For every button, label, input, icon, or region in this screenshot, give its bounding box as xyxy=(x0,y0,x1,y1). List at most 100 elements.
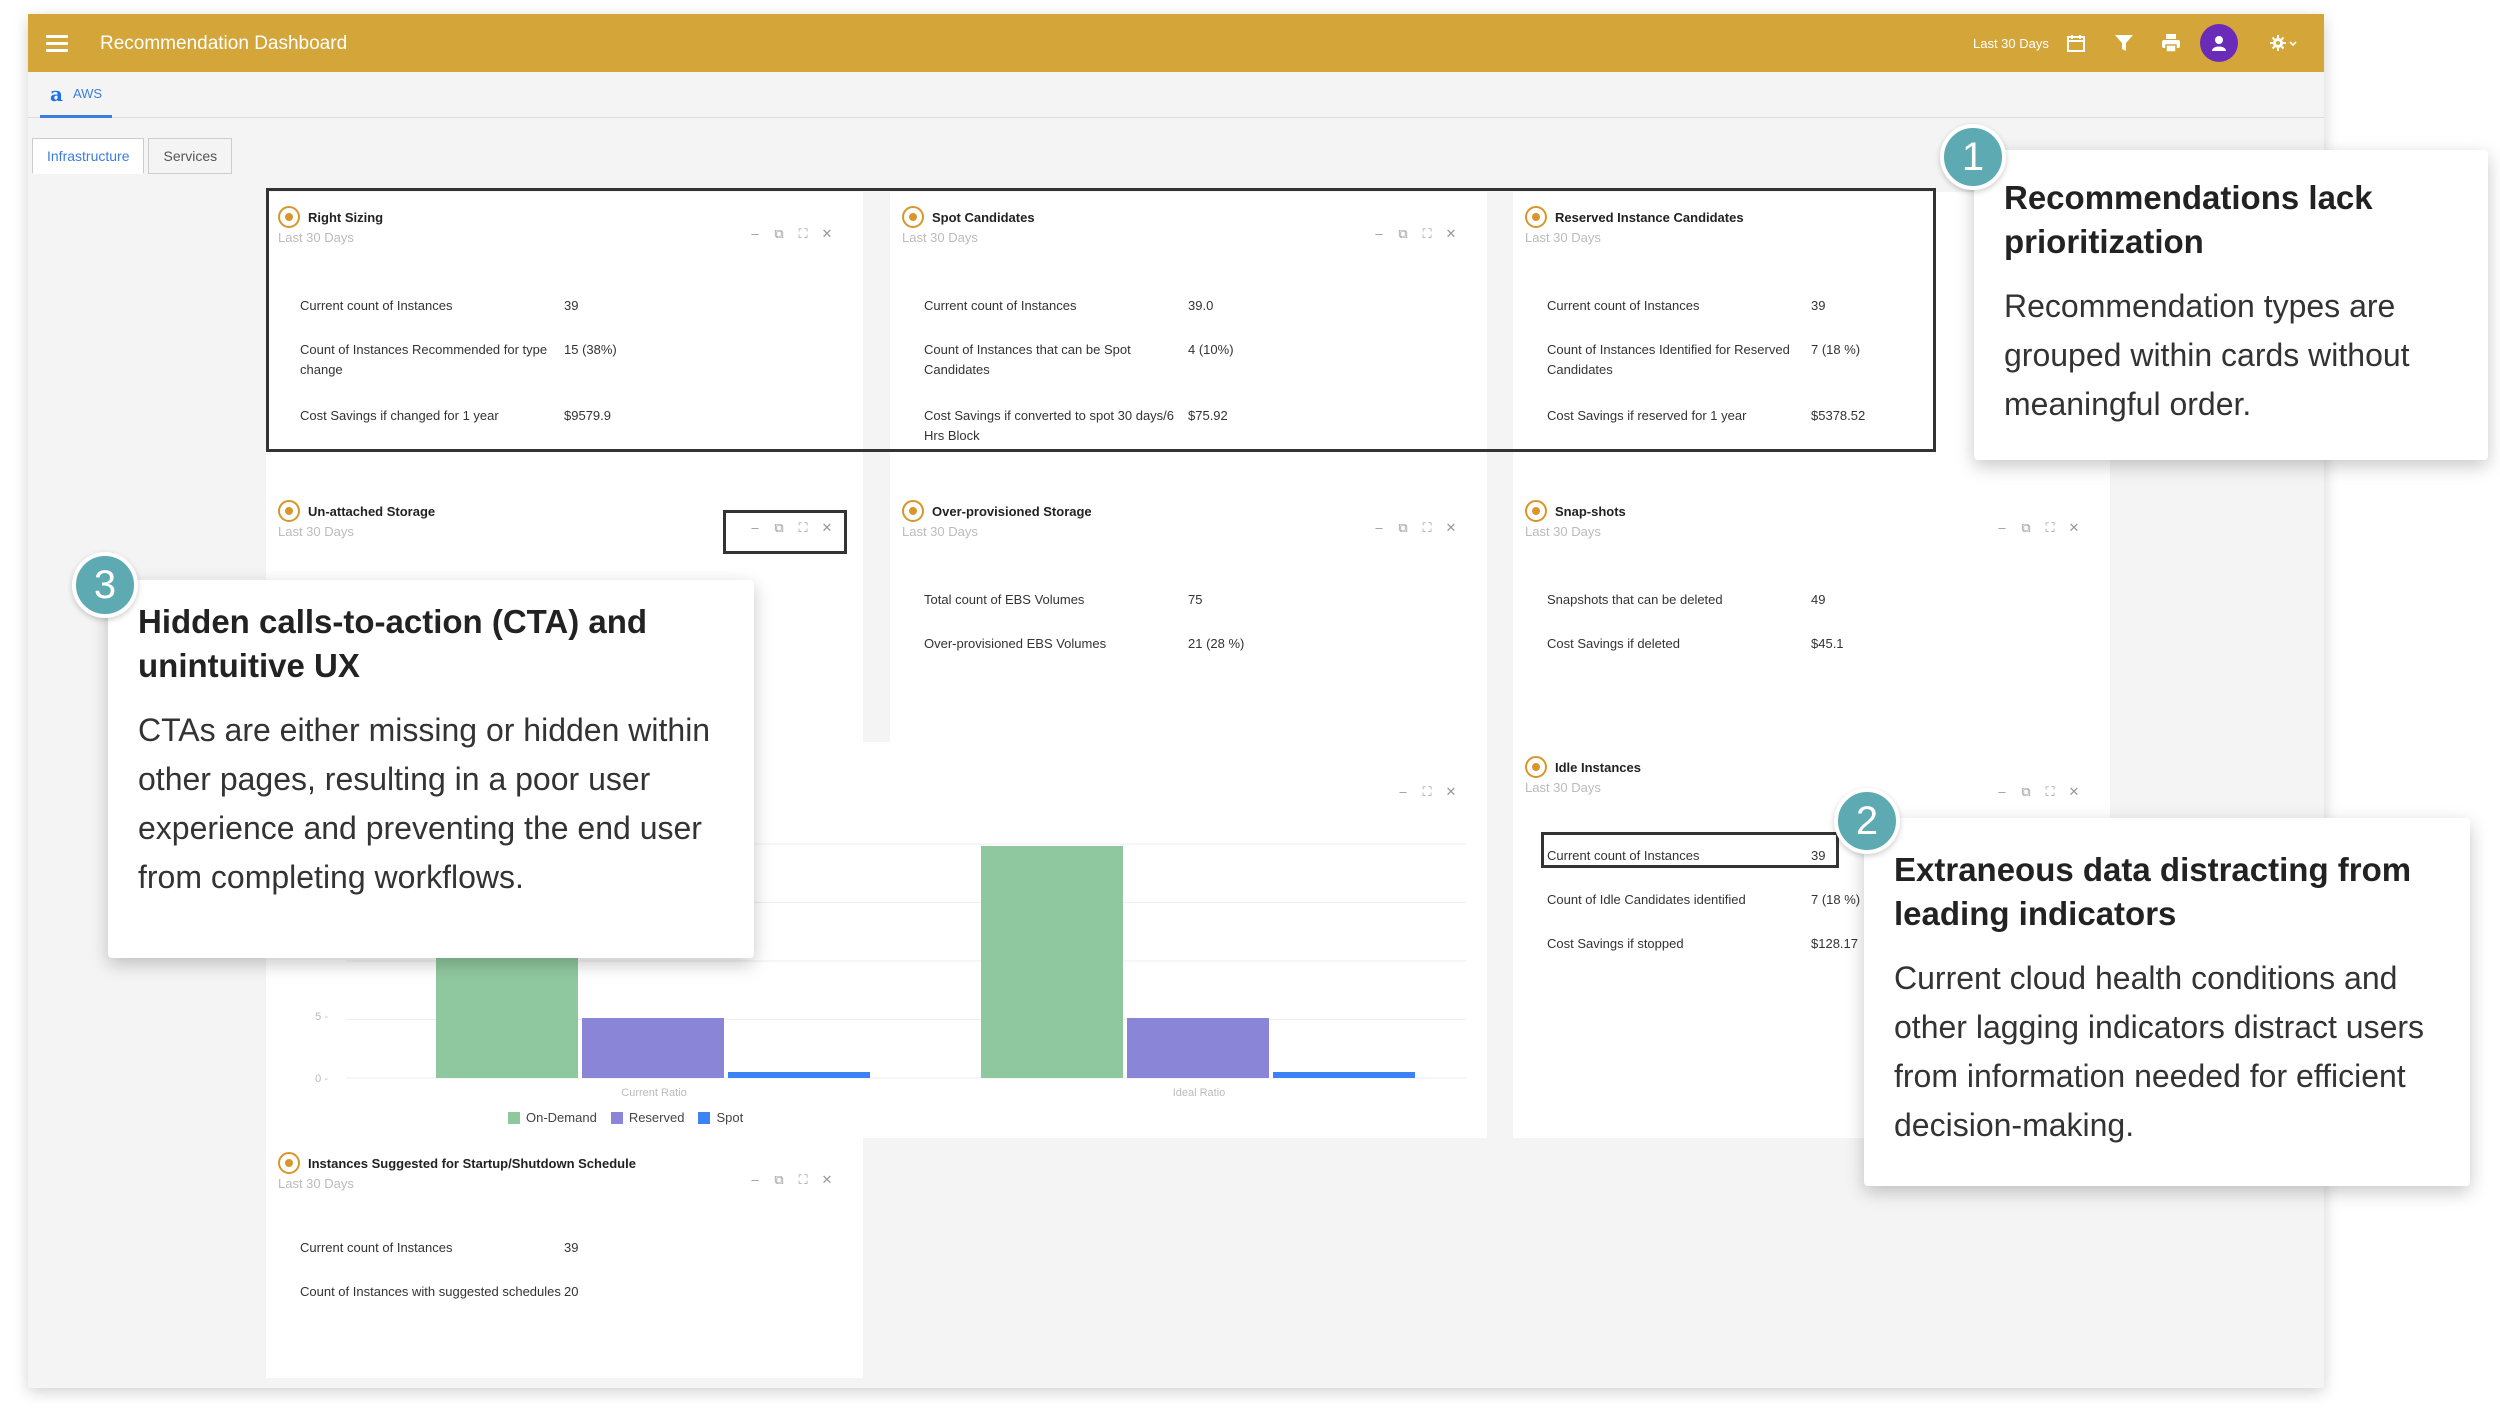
metric-row: Cost Savings if converted to spot 30 day… xyxy=(924,406,1228,446)
metric-row: Cost Savings if changed for 1 year $9579.… xyxy=(300,406,611,426)
copy-icon[interactable]: ⧉ xyxy=(774,520,784,535)
expand-icon[interactable]: ⛶ xyxy=(798,520,808,535)
card-subtitle: Last 30 Days xyxy=(278,230,354,245)
minimize-icon[interactable]: – xyxy=(751,226,759,241)
expand-icon[interactable]: ⛶ xyxy=(1422,784,1432,799)
card-subtitle: Last 30 Days xyxy=(1525,780,1601,795)
metric-label: Cost Savings if reserved for 1 year xyxy=(1547,408,1747,423)
card-controls: – ⛶ ✕ xyxy=(1397,784,1457,800)
metric-value: $128.17 xyxy=(1811,936,1858,951)
card-right-sizing: Right Sizing Last 30 Days – ⧉ ⛶ ✕ Current c… xyxy=(266,192,863,498)
legend-item[interactable]: On-Demand xyxy=(508,1110,597,1125)
tab-infrastructure[interactable]: Infrastructure xyxy=(32,138,145,174)
metric-label: Current count of Instances xyxy=(1547,848,1700,863)
app-title: Recommendation Dashboard xyxy=(100,33,348,54)
legend-item[interactable]: Spot xyxy=(698,1110,743,1125)
copy-icon[interactable]: ⧉ xyxy=(774,226,784,241)
recommendation-icon xyxy=(278,1152,300,1174)
callout-3: Hidden calls-to-action (CTA) and unintui… xyxy=(108,580,754,958)
minimize-icon[interactable]: – xyxy=(1375,226,1383,241)
card-title: Spot Candidates xyxy=(932,209,1035,225)
settings-gear-icon[interactable] xyxy=(2264,28,2304,58)
expand-icon[interactable]: ⛶ xyxy=(2045,520,2055,535)
minimize-icon[interactable]: – xyxy=(751,520,759,535)
close-icon[interactable]: ✕ xyxy=(1445,784,1457,799)
legend-item[interactable]: Reserved xyxy=(610,1110,685,1125)
copy-icon[interactable]: ⧉ xyxy=(2021,520,2031,535)
close-icon[interactable]: ✕ xyxy=(1445,226,1457,241)
top-bar: Recommendation Dashboard Last 30 Days xyxy=(28,14,2324,72)
metric-row: Count of Instances with suggested schedu… xyxy=(300,1282,578,1302)
metric-value: $45.1 xyxy=(1811,636,1844,651)
date-range-label[interactable]: Last 30 Days xyxy=(1973,36,2049,51)
callout-title: Recommendations lack prioritization xyxy=(2004,179,2373,260)
metric-value: 39 xyxy=(1811,298,1826,313)
metric-value: $75.92 xyxy=(1188,408,1228,423)
copy-icon[interactable]: ⧉ xyxy=(774,1172,784,1187)
card-subtitle: Last 30 Days xyxy=(278,1176,354,1191)
expand-icon[interactable]: ⛶ xyxy=(1422,520,1432,535)
user-avatar[interactable] xyxy=(2200,24,2238,62)
provider-label: AWS xyxy=(72,86,103,101)
card-subtitle: Last 30 Days xyxy=(902,524,978,539)
metric-value: 7 (18 %) xyxy=(1811,342,1861,357)
minimize-icon[interactable]: – xyxy=(1998,520,2006,535)
minimize-icon[interactable]: – xyxy=(1399,784,1407,799)
calendar-icon[interactable] xyxy=(2061,28,2091,58)
recommendation-icon xyxy=(902,206,924,228)
expand-icon[interactable]: ⛶ xyxy=(2045,784,2055,799)
minimize-icon[interactable]: – xyxy=(1998,784,2006,799)
card-controls: – ⧉ ⛶ ✕ xyxy=(1996,520,2080,536)
card-controls: – ⧉ ⛶ ✕ xyxy=(1373,520,1457,536)
card-overprovisioned-storage: Over-provisioned Storage Last 30 Days – ⧉… xyxy=(890,486,1487,744)
metric-label: Count of Instances Recommended for type … xyxy=(300,342,548,377)
metric-row: Snapshots that can be deleted 49 xyxy=(1547,590,1825,610)
card-title: Un-attached Storage xyxy=(308,503,436,519)
card-snapshots: Snap-shots Last 30 Days – ⧉ ⛶ ✕ Snapshots t… xyxy=(1513,486,2110,744)
expand-icon[interactable]: ⛶ xyxy=(1422,226,1432,241)
callout-title: Extraneous data distracting from leading… xyxy=(1894,851,2412,932)
metric-row: Cost Savings if deleted $45.1 xyxy=(1547,634,1844,654)
metric-value: 39.0 xyxy=(1188,298,1214,313)
copy-icon[interactable]: ⧉ xyxy=(2021,784,2031,799)
metric-label: Cost Savings if changed for 1 year xyxy=(300,408,499,423)
close-icon[interactable]: ✕ xyxy=(1445,520,1457,535)
copy-icon[interactable]: ⧉ xyxy=(1398,226,1408,241)
callout-number-badge: 3 xyxy=(72,552,138,618)
minimize-icon[interactable]: – xyxy=(751,1172,759,1187)
close-icon[interactable]: ✕ xyxy=(2068,520,2080,535)
callout-2: Extraneous data distracting from leading… xyxy=(1864,818,2470,1186)
menu-icon[interactable] xyxy=(46,32,68,54)
bar xyxy=(981,846,1123,1078)
tab-services[interactable]: Services xyxy=(148,138,233,174)
metric-label: Snapshots that can be deleted xyxy=(1547,592,1723,607)
legend-label: Spot xyxy=(716,1110,744,1125)
expand-icon[interactable]: ⛶ xyxy=(798,226,808,241)
section-tabs: Infrastructure Services xyxy=(32,138,236,174)
card-title: Over-provisioned Storage xyxy=(932,503,1092,519)
close-icon[interactable]: ✕ xyxy=(821,226,833,241)
close-icon[interactable]: ✕ xyxy=(2068,784,2080,799)
close-icon[interactable]: ✕ xyxy=(821,520,833,535)
callout-body: CTAs are either missing or hidden within… xyxy=(138,712,711,895)
close-icon[interactable]: ✕ xyxy=(821,1172,833,1187)
metric-label: Current count of Instances xyxy=(924,298,1077,313)
metric-row: Cost Savings if stopped $128.17 xyxy=(1547,934,1858,954)
card-controls: – ⧉ ⛶ ✕ xyxy=(749,520,833,536)
card-controls: – ⧉ ⛶ ✕ xyxy=(1373,226,1457,242)
card-title: Instances Suggested for Startup/Shutdown… xyxy=(308,1155,636,1171)
filter-icon[interactable] xyxy=(2109,28,2139,58)
metric-label: Count of Instances that can be Spot Cand… xyxy=(924,342,1131,377)
metric-value: 39 xyxy=(564,1240,579,1255)
minimize-icon[interactable]: – xyxy=(1375,520,1383,535)
callout-number-badge: 2 xyxy=(1834,788,1900,854)
callout-body: Current cloud health conditions and othe… xyxy=(1894,960,2425,1143)
metric-row: Current count of Instances 39 xyxy=(1547,846,1825,866)
recommendation-icon xyxy=(1525,206,1547,228)
copy-icon[interactable]: ⧉ xyxy=(1398,520,1408,535)
recommendation-icon xyxy=(1525,500,1547,522)
legend-label: Reserved xyxy=(628,1110,685,1125)
print-icon[interactable] xyxy=(2156,28,2186,58)
expand-icon[interactable]: ⛶ xyxy=(798,1172,808,1187)
provider-tab-aws[interactable]: a AWS xyxy=(40,72,113,118)
